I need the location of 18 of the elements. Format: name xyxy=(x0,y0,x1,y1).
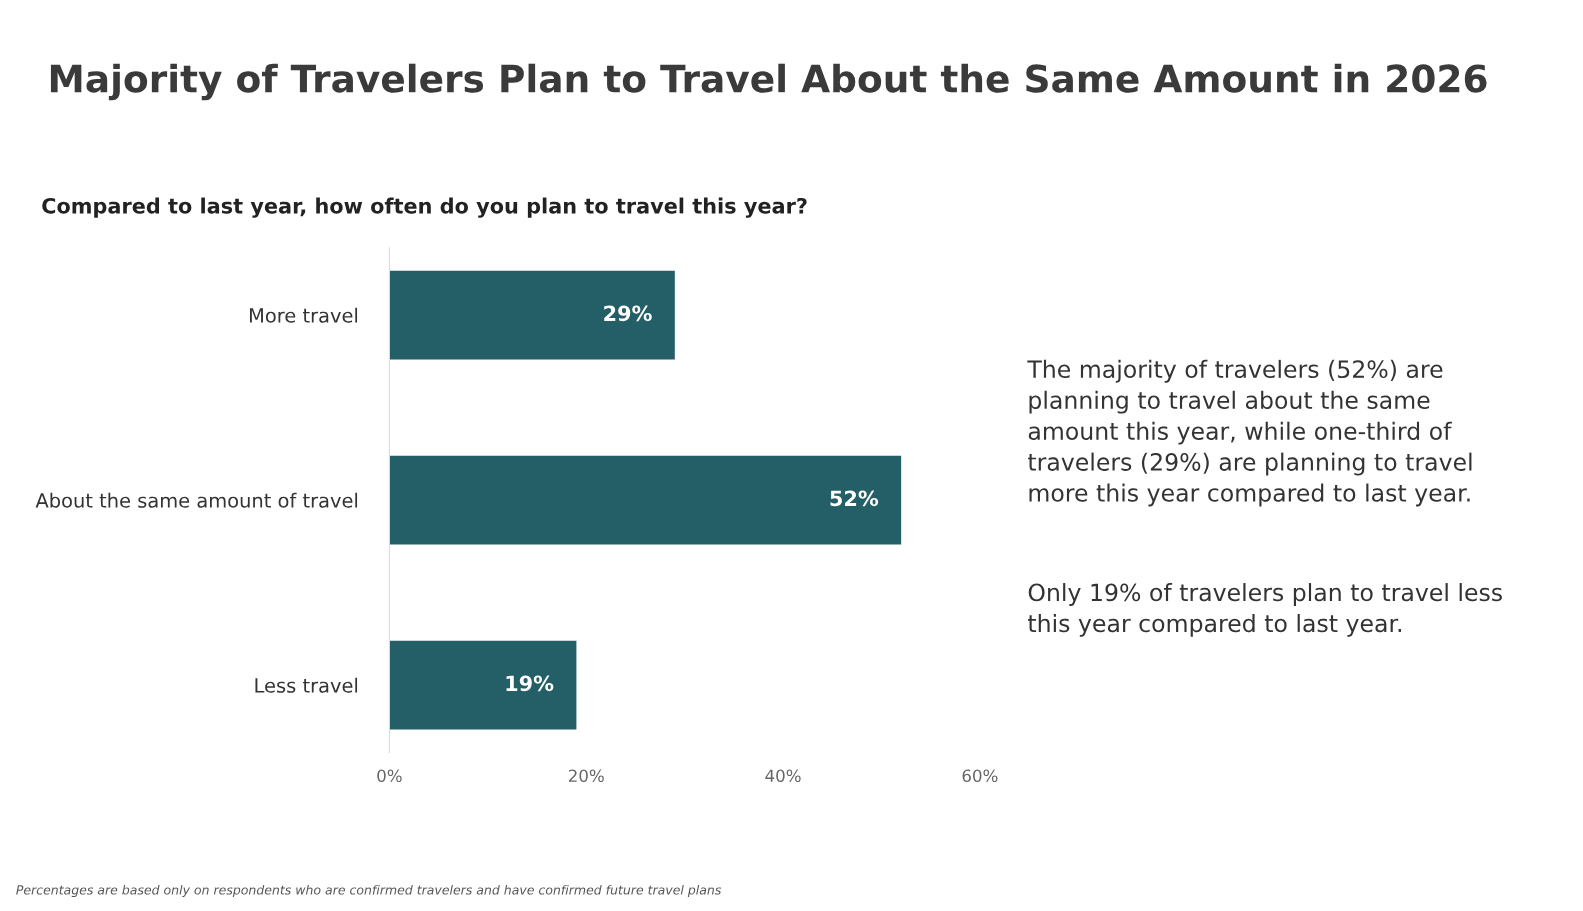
x-tick-label: 0% xyxy=(377,769,402,783)
chart-title: Majority of Travelers Plan to Travel About the Same Amount in 2026 xyxy=(50,63,1487,101)
text: Only 19% of travelers plan to travel less this year compared to last year. xyxy=(1028,583,1502,637)
y-tick-label: About the same amount of travel xyxy=(35,492,358,508)
bar xyxy=(389,640,577,730)
data-label: 52% xyxy=(830,490,879,507)
bar xyxy=(389,455,902,545)
y-tick-label: More travel xyxy=(249,307,358,323)
data-label: 29% xyxy=(604,305,652,322)
y-tick-label: Less travel xyxy=(255,677,358,693)
x-tick-label: 20% xyxy=(568,769,604,783)
x-tick-label: 40% xyxy=(765,769,801,783)
text: Percentages are based only on respondents who are confirmed travelers and have confirmed future travel plans xyxy=(16,884,722,898)
x-tick-label: 60% xyxy=(962,769,998,783)
bar xyxy=(389,270,675,360)
text: The majority of travelers (52%) are planning to travel about the same amount this year, while one-third of travelers (29%) are planning to travel more this year compared to last year. xyxy=(1027,359,1472,507)
chart-subtitle: Compared to last year, how often do you plan to travel this year? xyxy=(42,197,807,218)
data-label: 19% xyxy=(506,675,554,692)
